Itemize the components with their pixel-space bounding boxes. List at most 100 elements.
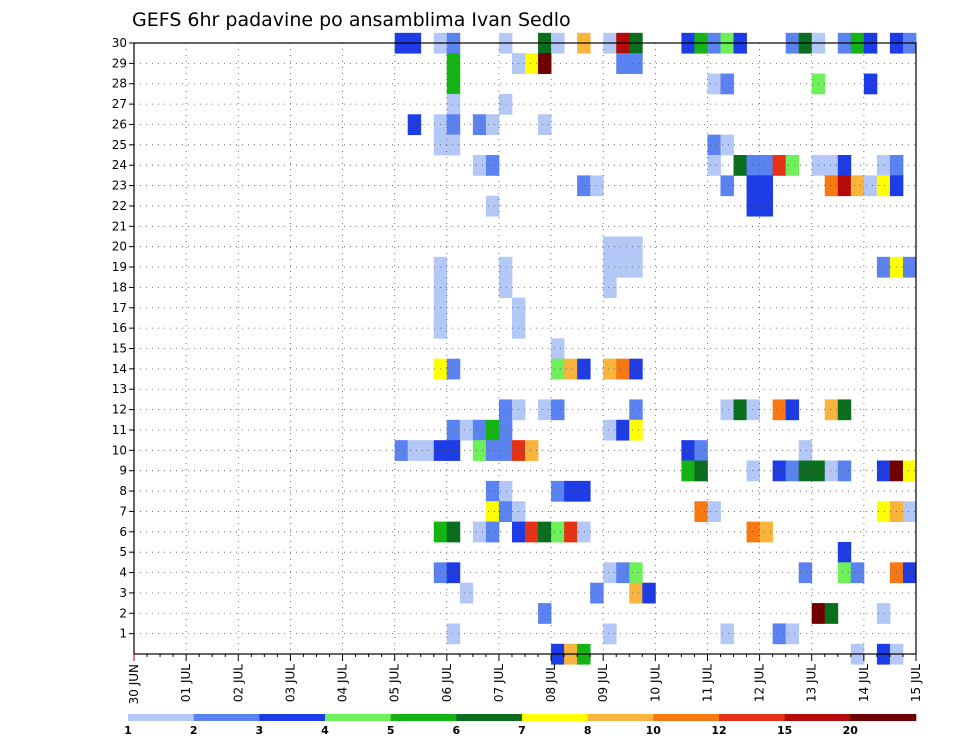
heatmap-cell	[498, 440, 513, 461]
legend-tick-label: 7	[518, 724, 526, 737]
legend-swatch	[325, 714, 391, 721]
heatmap-cell	[446, 358, 461, 380]
heatmap-cell	[798, 460, 813, 482]
heatmap-cell	[472, 155, 487, 176]
heatmap-cell	[603, 236, 617, 258]
legend-tick-label: 12	[711, 724, 726, 737]
heatmap-cell	[629, 562, 643, 584]
heatmap-cell	[876, 175, 891, 197]
heatmap-cell	[472, 440, 487, 461]
heatmap-cell	[798, 440, 813, 461]
heatmap-cell	[446, 419, 461, 441]
legend-tick-label: 5	[387, 724, 395, 737]
heatmap-cell	[498, 480, 513, 502]
y-tick-label: 29	[112, 56, 127, 70]
heatmap-cell	[394, 440, 409, 461]
x-tick-label: 07 JUL	[492, 664, 506, 702]
y-tick-label: 9	[119, 464, 127, 478]
heatmap-cell	[876, 256, 891, 278]
heatmap-cell	[498, 93, 513, 115]
heatmap-cell	[603, 419, 617, 441]
heatmap-cell	[746, 460, 760, 482]
heatmap-cell	[446, 53, 461, 74]
heatmap-cell	[472, 419, 487, 441]
y-axis-ticks: 1234567891011121314151617181920212223242…	[112, 36, 134, 641]
heatmap-cell	[785, 155, 800, 176]
x-tick-label: 12 JUL	[753, 664, 767, 702]
heatmap-cell	[850, 175, 865, 197]
x-tick-label: 03 JUL	[283, 664, 297, 702]
heatmap-cell	[407, 114, 422, 136]
heatmap-cell	[498, 419, 513, 441]
heatmap-cell	[694, 440, 708, 461]
heatmap-cell	[603, 623, 617, 645]
heatmap-cell	[902, 256, 917, 278]
heatmap-cell	[798, 562, 813, 584]
heatmap-cell	[472, 114, 487, 136]
heatmap-cell	[446, 440, 461, 461]
heatmap-cell	[785, 460, 800, 482]
heatmap-cell	[837, 399, 852, 421]
heatmap-cell	[746, 175, 760, 197]
heatmap-cell	[824, 603, 839, 624]
heatmap-cell	[824, 175, 839, 197]
legend-swatch	[850, 714, 917, 721]
legend-tick-label: 3	[255, 724, 263, 737]
heatmap-cell	[616, 419, 630, 441]
legend-swatch	[259, 714, 326, 721]
x-tick-label: 01 JUL	[179, 664, 193, 702]
heatmap-cell	[551, 338, 565, 360]
heatmap-cell	[616, 236, 630, 258]
heatmap-cell	[720, 399, 734, 421]
heatmap-cell	[785, 623, 800, 645]
heatmap-cell	[629, 256, 643, 278]
y-tick-label: 20	[112, 240, 127, 254]
heatmap-cell	[746, 195, 760, 217]
heatmap-cell	[876, 501, 891, 523]
heatmap-cell	[498, 256, 513, 278]
heatmap-cell	[603, 277, 617, 298]
x-tick-label: 11 JUL	[701, 664, 715, 702]
heatmap-cell	[707, 501, 721, 523]
heatmap-cell	[485, 419, 500, 441]
heatmap-cell	[707, 134, 721, 156]
heatmap-cell	[446, 134, 461, 156]
heatmap-cell	[577, 521, 591, 543]
heatmap-cell	[772, 399, 787, 421]
heatmap-cell	[863, 73, 878, 95]
y-tick-label: 27	[112, 97, 127, 111]
heatmap-cell	[629, 399, 643, 421]
heatmap-cell	[407, 440, 422, 461]
y-tick-label: 19	[112, 260, 127, 274]
legend-swatch	[653, 714, 720, 721]
y-tick-label: 14	[112, 362, 127, 376]
x-axis-ticks: 30 JUN 01 JUL 02 JUL 03 JUL 04 JUL 05 JUL 06 J…	[127, 654, 923, 704]
heatmap-cell	[642, 582, 656, 604]
heatmap-cell	[616, 53, 630, 74]
heatmap-cell	[720, 134, 734, 156]
y-tick-label: 13	[112, 382, 127, 396]
legend-swatch	[522, 714, 588, 721]
heatmap-cell	[837, 562, 852, 584]
heatmap-cell	[772, 623, 787, 645]
x-tick-label: 30 JUN	[127, 664, 141, 704]
y-tick-label: 6	[119, 525, 127, 539]
heatmap-cell	[720, 73, 734, 95]
heatmap-cell	[538, 114, 552, 136]
heatmap-cell	[746, 399, 760, 421]
heatmap-cell	[577, 480, 591, 502]
y-tick-label: 30	[112, 36, 127, 50]
heatmap-cell	[694, 501, 708, 523]
y-tick-label: 7	[119, 504, 127, 518]
y-tick-label: 15	[112, 342, 127, 356]
legend-swatch	[390, 714, 457, 721]
heatmap-cell	[564, 521, 578, 543]
heatmap-cell	[824, 460, 839, 482]
heatmap-cell	[446, 562, 461, 584]
heatmap-cell	[485, 155, 500, 176]
heatmap-cell	[902, 460, 917, 482]
x-tick-label: 13 JUL	[805, 664, 819, 702]
heatmap-cell	[681, 460, 695, 482]
heatmap-cell	[746, 521, 760, 543]
heatmap-cell	[603, 562, 617, 584]
